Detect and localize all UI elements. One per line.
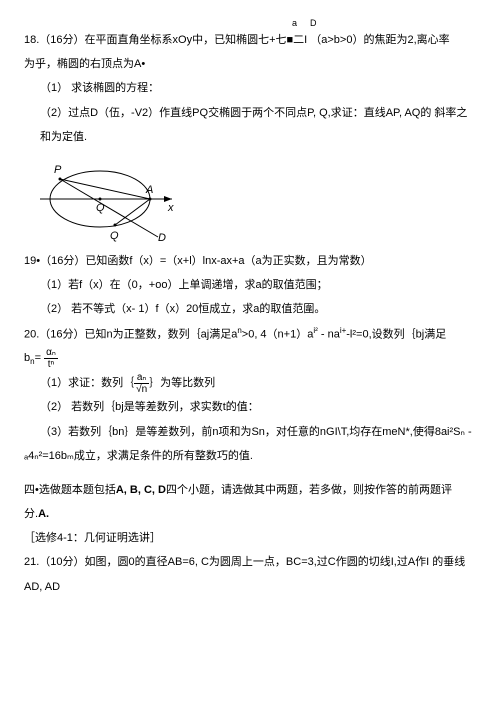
q20-part1: （1）求证：数列｛aₙ√n｝为等比数列 [24, 371, 476, 395]
svg-text:P: P [54, 164, 62, 176]
q19-stem: 19•（16分）已知函数f（x）=（x+l）lnx-ax+a（a为正实数，且为常… [24, 249, 476, 273]
q20-part3: （3）若数列｛bn｝是等差数列，前n项和为Sn，对任意的nGI\T,均存在meN… [24, 420, 476, 444]
q20-stem: 20.（16分）已知n为正整数，数列｛aj满足an>0, 4（n+1）ai² -… [24, 322, 476, 347]
q20-part2: （2） 若数列｛bj是等差数列，求实数t的值： [24, 395, 476, 419]
q20-bn: bn= αₙtⁿ [24, 346, 476, 371]
svg-text:Q: Q [110, 230, 119, 242]
section4-sub: ［选修4-1：几何证明选讲］ [24, 526, 476, 550]
section4: 四•选做题本题包括A, B, C, D四个小题，请选做其中两题，若多做，则按作答… [24, 478, 476, 526]
q19-part1: （1）若f（x）在（0，+oo）上单调递增，求a的取值范围； [24, 273, 476, 297]
q20-part3b: ₐ4ₙ²=16bₘ成立，求满足条件的所有整数巧的值. [24, 444, 476, 468]
annot-a: a [292, 14, 297, 34]
annot-b: D [310, 14, 317, 34]
svg-text:D: D [158, 232, 166, 243]
q18-part2: （2）过点D（伍，-V2）作直线PQ交椭圆于两个不同点P, Q,求证：直线AP,… [24, 101, 476, 149]
svg-text:A: A [145, 184, 153, 196]
svg-text:x: x [167, 202, 174, 214]
q18-stem: 18.（16分）在平面直角坐标系xOy中，已知椭圆七+七■二I （a>b>0）的… [24, 34, 450, 46]
svg-text:Q: Q [96, 202, 105, 214]
q18-part1: （1） 求该椭圆的方程： [24, 76, 476, 100]
ellipse-figure: P Q A x Q D [40, 155, 180, 243]
q21-stem: 21.（10分）如图，圆0的直径AB=6, C为圆周上一点，BC=3,过C作圆的… [24, 550, 476, 598]
q18-stem2: 为乎，椭圆的右顶点为A• [24, 52, 476, 76]
q19-part2: （2） 若不等式（x- 1）f（x）20恒成立，求a的取值范圍。 [24, 297, 476, 321]
